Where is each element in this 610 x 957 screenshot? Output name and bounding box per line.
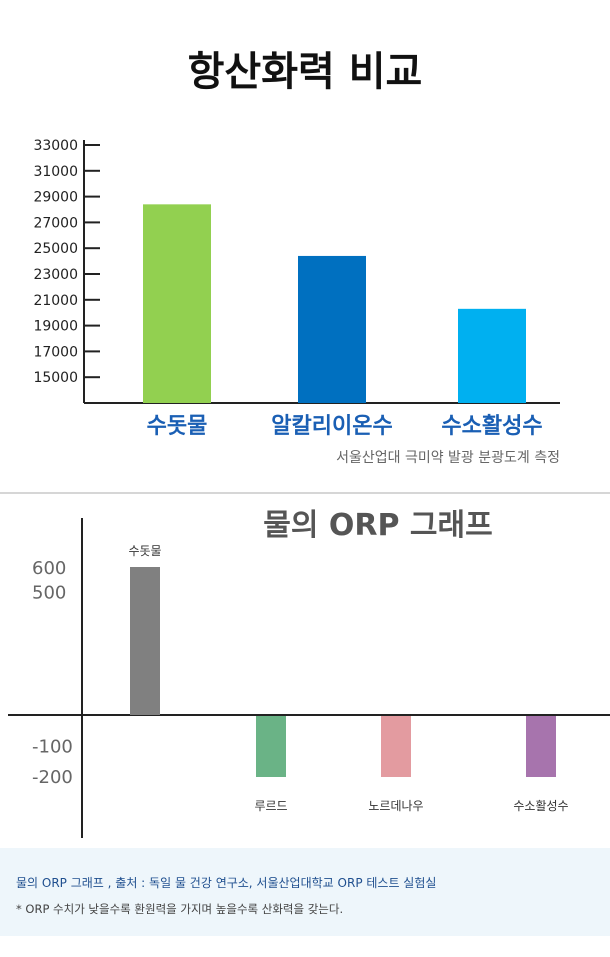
section-divider bbox=[0, 492, 610, 494]
antioxidant-chart: 항산화력 비교 33000 31000 29000 27000 25000 23000 210… bbox=[33, 49, 560, 466]
chart1-bar-3 bbox=[458, 308, 526, 403]
chart1-caption: 서울산업대 극미약 발광 분광도계 측정 bbox=[336, 450, 560, 466]
chart2-y-tick-label: -200 bbox=[32, 767, 73, 788]
chart2-title: 물의 ORP 그래프 bbox=[263, 508, 492, 543]
chart1-category-label: 알칼리이온수 bbox=[271, 414, 392, 439]
note-box: 물의 ORP 그래프 , 출처 : 독일 물 건강 연구소, 서울산업대학교 O… bbox=[0, 848, 610, 936]
chart2-bar-4 bbox=[526, 716, 556, 777]
chart1-y-tick-label: 21000 bbox=[33, 293, 78, 309]
chart2-category-label: 루르드 bbox=[254, 799, 287, 813]
chart2-category-label: 노르데나우 bbox=[368, 799, 423, 813]
chart1-y-tick-label: 31000 bbox=[33, 164, 78, 180]
chart2-bar-2 bbox=[256, 716, 286, 777]
chart1-y-tick-label: 25000 bbox=[33, 241, 78, 257]
chart2-bar-1 bbox=[130, 567, 160, 715]
chart1-y-tick-label: 15000 bbox=[33, 370, 78, 386]
chart2-y-tick-label: 500 bbox=[32, 583, 66, 604]
chart1-title: 항산화력 비교 bbox=[188, 49, 423, 95]
antioxidant-chart-panel: 항산화력 비교 33000 31000 29000 27000 25000 23000 210… bbox=[33, 49, 560, 466]
note-footnote: * ORP 수치가 낮을수록 환원력을 가지며 높을수록 산화력을 갖는다. bbox=[16, 902, 344, 916]
chart2-y-tick-label: 600 bbox=[32, 558, 66, 579]
chart1-bar-2 bbox=[298, 255, 366, 403]
chart2-category-label: 수소활성수 bbox=[513, 799, 568, 813]
chart1-category-label: 수돗물 bbox=[147, 414, 208, 439]
chart1-y-tick-label: 17000 bbox=[33, 344, 78, 360]
chart1-y-tick-label: 29000 bbox=[33, 190, 78, 206]
chart1-y-tick-label: 27000 bbox=[33, 215, 78, 231]
chart1-y-tick-label: 23000 bbox=[33, 267, 78, 283]
chart2-y-tick-label: -100 bbox=[32, 737, 73, 758]
chart2-category-label: 수돗물 bbox=[128, 544, 161, 558]
note-source: 물의 ORP 그래프 , 출처 : 독일 물 건강 연구소, 서울산업대학교 O… bbox=[16, 876, 437, 890]
chart1-category-label: 수소활성수 bbox=[441, 414, 542, 439]
chart2-bar-3 bbox=[381, 716, 411, 777]
chart1-bar-1 bbox=[143, 204, 211, 403]
chart1-y-tick-label: 33000 bbox=[33, 138, 78, 154]
chart1-y-tick-label: 19000 bbox=[33, 319, 78, 335]
